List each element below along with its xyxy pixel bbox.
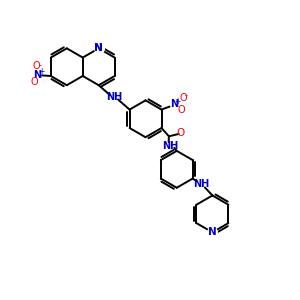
Text: NH: NH	[106, 92, 122, 102]
Text: O: O	[30, 77, 38, 87]
Text: O: O	[178, 105, 185, 115]
Text: -: -	[38, 61, 41, 70]
Text: N: N	[94, 44, 103, 53]
Text: O: O	[32, 61, 40, 71]
Text: +: +	[38, 67, 44, 76]
Text: N: N	[33, 70, 41, 80]
Text: O: O	[179, 93, 187, 103]
Text: +: +	[175, 97, 181, 106]
Text: N: N	[170, 99, 178, 109]
Text: N: N	[94, 44, 103, 53]
Text: NH: NH	[162, 141, 178, 151]
Text: O: O	[176, 128, 184, 138]
Text: NH: NH	[193, 179, 209, 190]
Text: -: -	[185, 92, 188, 100]
Text: N: N	[208, 227, 217, 237]
